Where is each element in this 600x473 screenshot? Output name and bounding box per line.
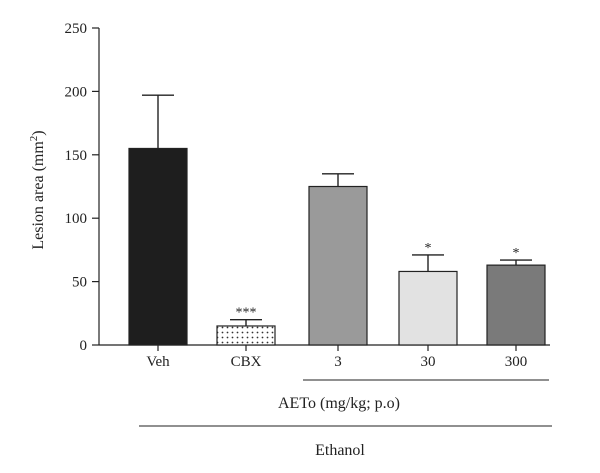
y-ticks: 0 50 100 150 200 250 — [65, 21, 99, 354]
x-tick-labels: Veh CBX 3 30 300 — [146, 354, 527, 370]
y-tick-label: 100 — [65, 211, 88, 227]
group-label-ethanol: Ethanol — [315, 442, 365, 459]
y-axis-title-sup: 2 — [28, 136, 40, 142]
y-tick-label: 50 — [72, 275, 87, 291]
x-tick-label: CBX — [231, 354, 262, 370]
group-label-aeto: AETo (mg/kg; p.o) — [278, 395, 400, 412]
y-axis-title: Lesion area (mm2) — [28, 130, 47, 249]
x-axis — [99, 344, 550, 351]
x-tick-label: 300 — [505, 354, 528, 370]
y-axis-title-text: Lesion area (mm — [30, 141, 47, 250]
significance-marker: *** — [236, 306, 257, 321]
significance-marker: * — [513, 246, 520, 261]
bar-300 — [486, 264, 546, 346]
x-tick-label: 30 — [421, 354, 436, 370]
y-axis-title-close: ) — [30, 130, 47, 135]
x-tick-label: 3 — [334, 354, 342, 370]
bar-3 — [308, 185, 368, 346]
y-tick-label: 250 — [65, 21, 88, 37]
bar-30 — [398, 270, 458, 346]
significance-marker: * — [425, 241, 432, 256]
x-tick-label: Veh — [146, 354, 170, 370]
bar-CBX — [216, 325, 276, 346]
bars: **** * — [128, 94, 546, 346]
y-tick-label: 0 — [80, 338, 88, 354]
y-tick-label: 200 — [65, 84, 88, 100]
y-tick-label: 150 — [65, 148, 88, 164]
bar-Veh — [128, 147, 188, 346]
